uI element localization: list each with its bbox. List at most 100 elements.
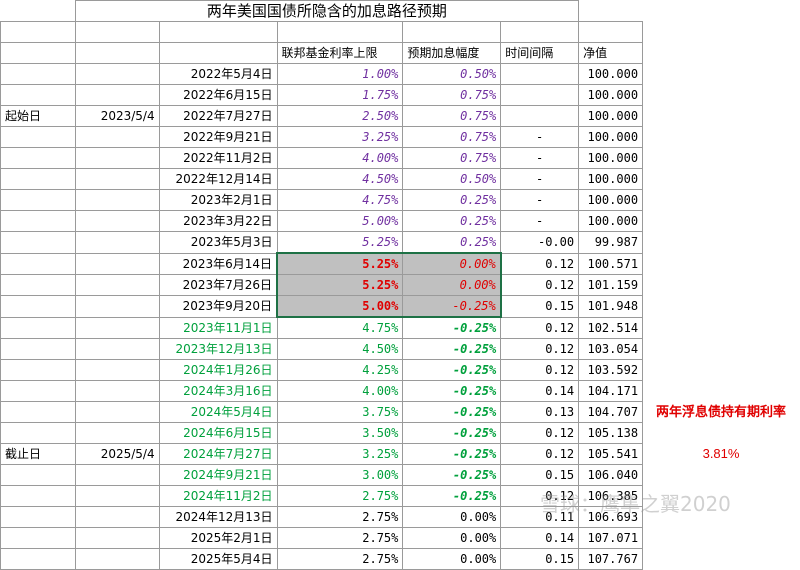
expected-hike[interactable]: 0.00%: [402, 506, 502, 528]
time-interval[interactable]: 0.12: [500, 485, 580, 507]
row-date-label-cell[interactable]: [74, 506, 160, 528]
rate-cap[interactable]: 5.25%: [276, 231, 404, 254]
rate-cap[interactable]: 5.25%: [276, 274, 404, 296]
row-label-cell[interactable]: [0, 401, 76, 423]
time-interval[interactable]: -: [500, 126, 580, 148]
meeting-date[interactable]: 2022年5月4日: [158, 63, 278, 85]
row-date-label-cell[interactable]: [74, 359, 160, 381]
meeting-date[interactable]: 2023年2月1日: [158, 189, 278, 211]
time-interval[interactable]: 0.12: [500, 338, 580, 360]
expected-hike[interactable]: 0.50%: [402, 63, 502, 85]
row-label-cell[interactable]: [0, 126, 76, 148]
rate-cap[interactable]: 4.00%: [276, 380, 404, 402]
nav-value[interactable]: 105.541: [578, 443, 644, 465]
nav-value[interactable]: 103.054: [578, 338, 644, 360]
expected-hike[interactable]: -0.25%: [402, 443, 502, 465]
time-interval[interactable]: 0.15: [500, 295, 580, 318]
cell[interactable]: [578, 21, 644, 43]
expected-hike[interactable]: 0.75%: [402, 147, 502, 169]
rate-cap[interactable]: 4.50%: [276, 168, 404, 190]
nav-value[interactable]: 105.138: [578, 422, 644, 444]
expected-hike[interactable]: 0.75%: [402, 84, 502, 106]
meeting-date[interactable]: 2022年9月21日: [158, 126, 278, 148]
nav-value[interactable]: 106.693: [578, 506, 644, 528]
row-label-cell[interactable]: [0, 338, 76, 360]
time-interval[interactable]: [500, 84, 580, 106]
rate-cap[interactable]: 1.00%: [276, 63, 404, 85]
nav-value[interactable]: 104.171: [578, 380, 644, 402]
row-label-cell[interactable]: [0, 231, 76, 254]
expected-hike[interactable]: 0.75%: [402, 105, 502, 127]
expected-hike[interactable]: -0.25%: [402, 338, 502, 360]
row-date-label-cell[interactable]: [74, 548, 160, 570]
row-label-cell[interactable]: [0, 274, 76, 296]
expected-hike[interactable]: 0.00%: [402, 252, 502, 275]
row-date-label-cell[interactable]: [74, 231, 160, 254]
time-interval[interactable]: -0.00: [500, 231, 580, 254]
meeting-date[interactable]: 2023年11月1日: [158, 316, 278, 339]
meeting-date[interactable]: 2024年3月16日: [158, 380, 278, 402]
meeting-date[interactable]: 2023年3月22日: [158, 210, 278, 232]
rate-cap[interactable]: 4.00%: [276, 147, 404, 169]
meeting-date[interactable]: 2022年12月14日: [158, 168, 278, 190]
cell[interactable]: [500, 21, 580, 43]
expected-hike[interactable]: -0.25%: [402, 485, 502, 507]
nav-value[interactable]: 103.592: [578, 359, 644, 381]
rate-cap[interactable]: 4.75%: [276, 316, 404, 339]
expected-hike[interactable]: 0.25%: [402, 210, 502, 232]
end-label[interactable]: 截止日: [0, 443, 76, 465]
meeting-date[interactable]: 2023年9月20日: [158, 295, 278, 318]
row-date-label-cell[interactable]: [74, 464, 160, 486]
rate-cap[interactable]: 2.75%: [276, 506, 404, 528]
meeting-date[interactable]: 2022年7月27日: [158, 105, 278, 127]
cell[interactable]: [402, 21, 502, 43]
expected-hike[interactable]: -0.25%: [402, 359, 502, 381]
nav-value[interactable]: 101.948: [578, 295, 644, 318]
time-interval[interactable]: -: [500, 189, 580, 211]
rate-cap[interactable]: 2.75%: [276, 548, 404, 570]
time-interval[interactable]: 0.14: [500, 380, 580, 402]
time-interval[interactable]: -: [500, 210, 580, 232]
time-interval[interactable]: 0.15: [500, 464, 580, 486]
rate-cap[interactable]: 4.75%: [276, 189, 404, 211]
row-date-label-cell[interactable]: [74, 168, 160, 190]
row-label-cell[interactable]: [0, 485, 76, 507]
time-interval[interactable]: 0.11: [500, 506, 580, 528]
rate-cap[interactable]: 3.25%: [276, 126, 404, 148]
time-interval[interactable]: 0.13: [500, 401, 580, 423]
meeting-date[interactable]: 2023年12月13日: [158, 338, 278, 360]
row-label-cell[interactable]: [0, 506, 76, 528]
meeting-date[interactable]: 2022年6月15日: [158, 84, 278, 106]
time-interval[interactable]: 0.12: [500, 359, 580, 381]
row-date-label-cell[interactable]: [74, 147, 160, 169]
expected-hike[interactable]: 0.25%: [402, 189, 502, 211]
row-label-cell[interactable]: [0, 84, 76, 106]
row-date-label-cell[interactable]: [74, 126, 160, 148]
nav-value[interactable]: 107.767: [578, 548, 644, 570]
nav-value[interactable]: 100.000: [578, 189, 644, 211]
nav-value[interactable]: 102.514: [578, 316, 644, 339]
nav-value[interactable]: 106.040: [578, 464, 644, 486]
nav-value[interactable]: 104.707: [578, 401, 644, 423]
expected-hike[interactable]: -0.25%: [402, 380, 502, 402]
meeting-date[interactable]: 2024年1月26日: [158, 359, 278, 381]
row-date-label-cell[interactable]: [74, 401, 160, 423]
row-label-cell[interactable]: [0, 295, 76, 318]
nav-value[interactable]: 100.000: [578, 210, 644, 232]
row-date-label-cell[interactable]: [74, 338, 160, 360]
rate-cap[interactable]: 4.25%: [276, 359, 404, 381]
row-date-label-cell[interactable]: [74, 485, 160, 507]
rate-cap[interactable]: 5.00%: [276, 295, 404, 318]
rate-cap[interactable]: 2.75%: [276, 485, 404, 507]
row-label-cell[interactable]: [0, 168, 76, 190]
expected-hike[interactable]: -0.25%: [402, 464, 502, 486]
cell[interactable]: [74, 21, 160, 43]
row-date-label-cell[interactable]: [74, 252, 160, 275]
start-label[interactable]: 起始日: [0, 105, 76, 127]
time-interval[interactable]: [500, 63, 580, 85]
header-rate-cap[interactable]: 联邦基金利率上限: [276, 42, 404, 64]
row-label-cell[interactable]: [0, 316, 76, 339]
expected-hike[interactable]: 0.00%: [402, 548, 502, 570]
time-interval[interactable]: [500, 105, 580, 127]
row-label-cell[interactable]: [0, 210, 76, 232]
